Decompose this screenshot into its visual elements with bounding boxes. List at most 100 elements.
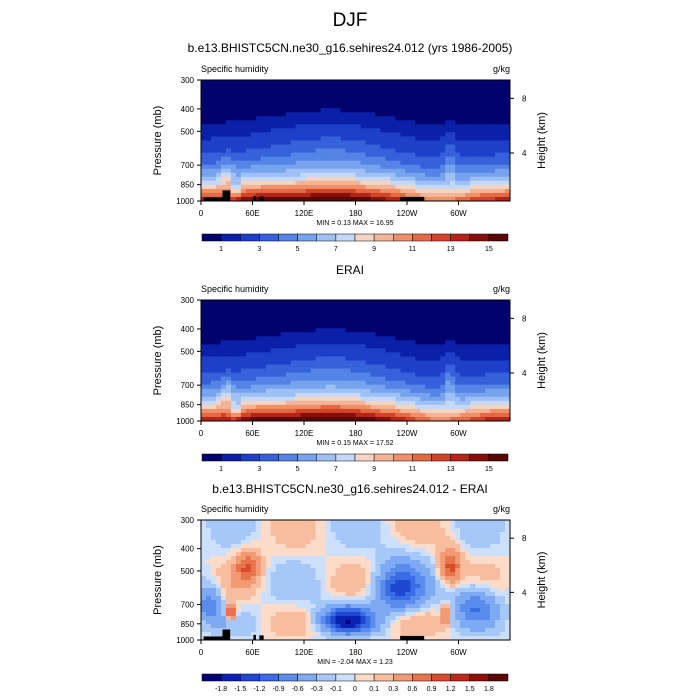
contour-cell [295,300,302,305]
contour-cell [355,548,361,553]
contour-cell [465,340,471,345]
contour-cell [365,92,371,97]
contour-cell [330,152,336,158]
contour-cell [225,400,232,406]
contour-cell [435,148,441,153]
contour-cell [240,172,247,178]
contour-cell [365,160,371,166]
contour-cell [255,88,262,93]
contour-cell [505,132,511,137]
contour-cell [265,156,272,162]
contour-cell [290,356,297,361]
contour-cell [365,568,371,573]
contour-cell [340,92,346,97]
contour-cell [420,388,426,394]
contour-cell [465,308,471,313]
contour-cell [201,176,207,182]
contour-cell [495,164,501,170]
contour-cell [245,192,252,198]
contour-cell [425,552,431,557]
contour-cell [490,384,496,390]
contour-cell [495,124,501,129]
contour-cell [365,316,371,321]
contour-cell [325,580,331,585]
contour-cell [230,568,237,573]
contour-cell [215,372,222,378]
contour-cell [470,372,476,378]
contour-cell [420,328,426,333]
contour-cell [325,92,331,97]
contour-cell [480,80,486,85]
contour-cell [505,180,511,186]
contour-cell [380,124,386,129]
contour-cell [370,144,376,149]
contour-cell [360,412,366,418]
contour-cell [245,152,252,158]
contour-cell [435,340,441,345]
contour-cell [460,312,466,317]
contour-cell [330,592,336,597]
contour-cell [395,340,401,345]
contour-cell [505,96,511,101]
contour-cell [370,400,376,406]
contour-cell [430,164,436,170]
contour-cell [215,96,222,101]
contour-cell [505,404,511,410]
contour-cell [210,184,217,190]
contour-cell [420,348,426,353]
contour-cell [440,580,446,585]
contour-cell [495,408,501,414]
contour-cell [460,584,466,589]
contour-cell [495,540,501,545]
contour-cell [355,176,361,182]
contour-cell [460,164,466,170]
contour-cell [310,152,317,158]
contour-cell [435,392,441,398]
contour-cell [345,320,351,325]
contour-cell [240,124,247,129]
contour-cell [420,540,426,545]
contour-cell [315,544,322,549]
contour-cell [235,304,242,309]
contour-cell [480,520,486,525]
contour-cell [485,132,491,137]
contour-cell [505,544,511,549]
contour-cell [320,560,326,565]
contour-cell [345,148,351,153]
contour-cell [285,80,292,85]
contour-cell [440,108,446,113]
contour-cell [240,356,247,361]
contour-cell [465,568,471,573]
contour-cell [370,408,376,414]
contour-cell [260,404,267,410]
contour-cell [475,336,481,341]
contour-cell [205,112,212,117]
contour-cell [425,564,431,569]
contour-cell [500,536,506,541]
contour-cell [360,356,366,361]
contour-cell [490,404,496,410]
contour-cell [480,192,486,198]
contour-cell [385,580,391,585]
contour-cell [260,168,267,174]
contour-cell [250,80,257,85]
contour-cell [505,356,511,361]
contour-cell [380,96,386,101]
contour-cell [215,584,222,589]
contour-cell [410,384,416,390]
contour-cell [350,380,356,386]
contour-cell [465,584,471,589]
contour-cell [285,196,292,202]
contour-cell [450,348,456,353]
contour-cell [295,380,302,386]
contour-cell [270,112,277,117]
contour-cell [210,328,217,333]
contour-cell [355,412,361,418]
contour-cell [240,568,247,573]
contour-cell [485,392,491,398]
contour-cell [495,312,501,317]
contour-cell [465,108,471,113]
contour-cell [215,568,222,573]
contour-cell [395,384,401,390]
contour-cell [225,536,232,541]
